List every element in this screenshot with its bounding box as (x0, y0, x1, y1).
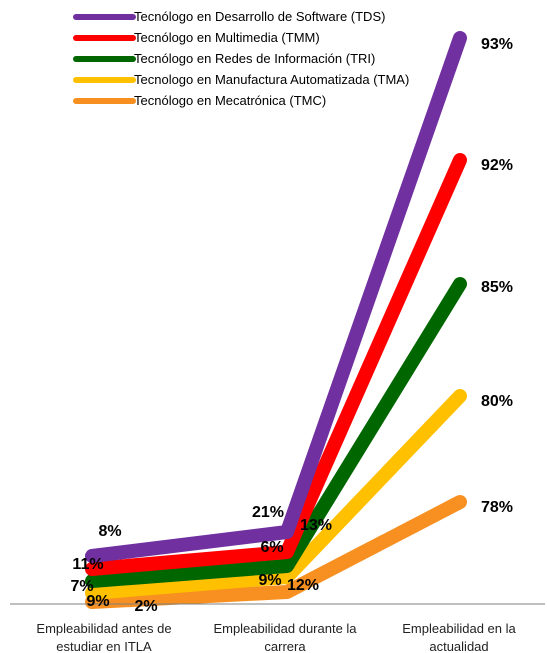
category-label-1: Empleabilidad antes de estudiar en ITLA (36, 621, 171, 653)
data-label-tecnologo-en-manufactura-automatizada-tma-1: 9% (86, 593, 109, 610)
data-label-tecn-logo-en-redes-de-informaci-n-tri-1: 7% (70, 578, 93, 595)
legend-label-tecn-logo-en-desarrollo-de-software-tds: Tecnólogo en Desarrollo de Software (TDS… (134, 9, 385, 24)
category-label-3: Empleabilidad en la actualidad (402, 621, 516, 653)
series-lines (85, 31, 467, 609)
data-labels: 8% 21% 93% 11% 6% 92% 7% 13% 85% 9% 9% 80% 2% 12% 78% (70, 36, 513, 615)
legend-label-tecn-logo-en-redes-de-informaci-n-tri: Tecnólogo en Redes de Información (TRI) (134, 51, 375, 66)
series-line-tecn-logo-en-multimedia-tmm (85, 153, 467, 576)
data-label-tecnologo-en-manufactura-automatizada-tma-2: 9% (258, 572, 281, 589)
series-line-tecn-logo-en-desarrollo-de-software-tds (85, 31, 467, 563)
legend-label-tecnologo-en-manufactura-automatizada-tma: Tecnologo en Manufactura Automatizada (T… (134, 72, 409, 87)
data-label-tecn-logo-en-multimedia-tmm-3: 92% (481, 157, 513, 174)
category-label-2: Empleabilidad durante la carrera (213, 621, 357, 653)
legend: Tecnólogo en Desarrollo de Software (TDS… (73, 9, 409, 108)
series-line-tecn-logo-en-redes-de-informaci-n-tri (85, 277, 467, 588)
legend-label-tecn-logo-en-mecatr-nica-tmc: Tecnólogo en Mecatrónica (TMC) (134, 93, 326, 108)
category-labels: Empleabilidad antes de estudiar en ITLA Em… (36, 621, 516, 653)
series-line-tecnologo-en-manufactura-automatizada-tma (85, 389, 467, 600)
data-label-tecn-logo-en-mecatr-nica-tmc-3: 78% (481, 499, 513, 516)
data-label-tecn-logo-en-mecatr-nica-tmc-1: 2% (134, 598, 157, 615)
data-label-tecnologo-en-manufactura-automatizada-tma-3: 80% (481, 393, 513, 410)
data-label-tecn-logo-en-redes-de-informaci-n-tri-2: 13% (300, 517, 332, 534)
data-label-tecn-logo-en-desarrollo-de-software-tds-2: 21% (252, 504, 284, 521)
series-line-tecn-logo-en-mecatr-nica-tmc (85, 495, 467, 609)
data-label-tecn-logo-en-desarrollo-de-software-tds-1: 8% (98, 523, 121, 540)
data-label-tecn-logo-en-multimedia-tmm-2: 6% (260, 539, 283, 556)
data-label-tecn-logo-en-desarrollo-de-software-tds-3: 93% (481, 36, 513, 53)
data-label-tecn-logo-en-multimedia-tmm-1: 11% (72, 556, 103, 573)
data-label-tecn-logo-en-mecatr-nica-tmc-2: 12% (287, 577, 319, 594)
data-label-tecn-logo-en-redes-de-informaci-n-tri-3: 85% (481, 279, 513, 296)
legend-label-tecn-logo-en-multimedia-tmm: Tecnólogo en Multimedia (TMM) (134, 30, 320, 45)
